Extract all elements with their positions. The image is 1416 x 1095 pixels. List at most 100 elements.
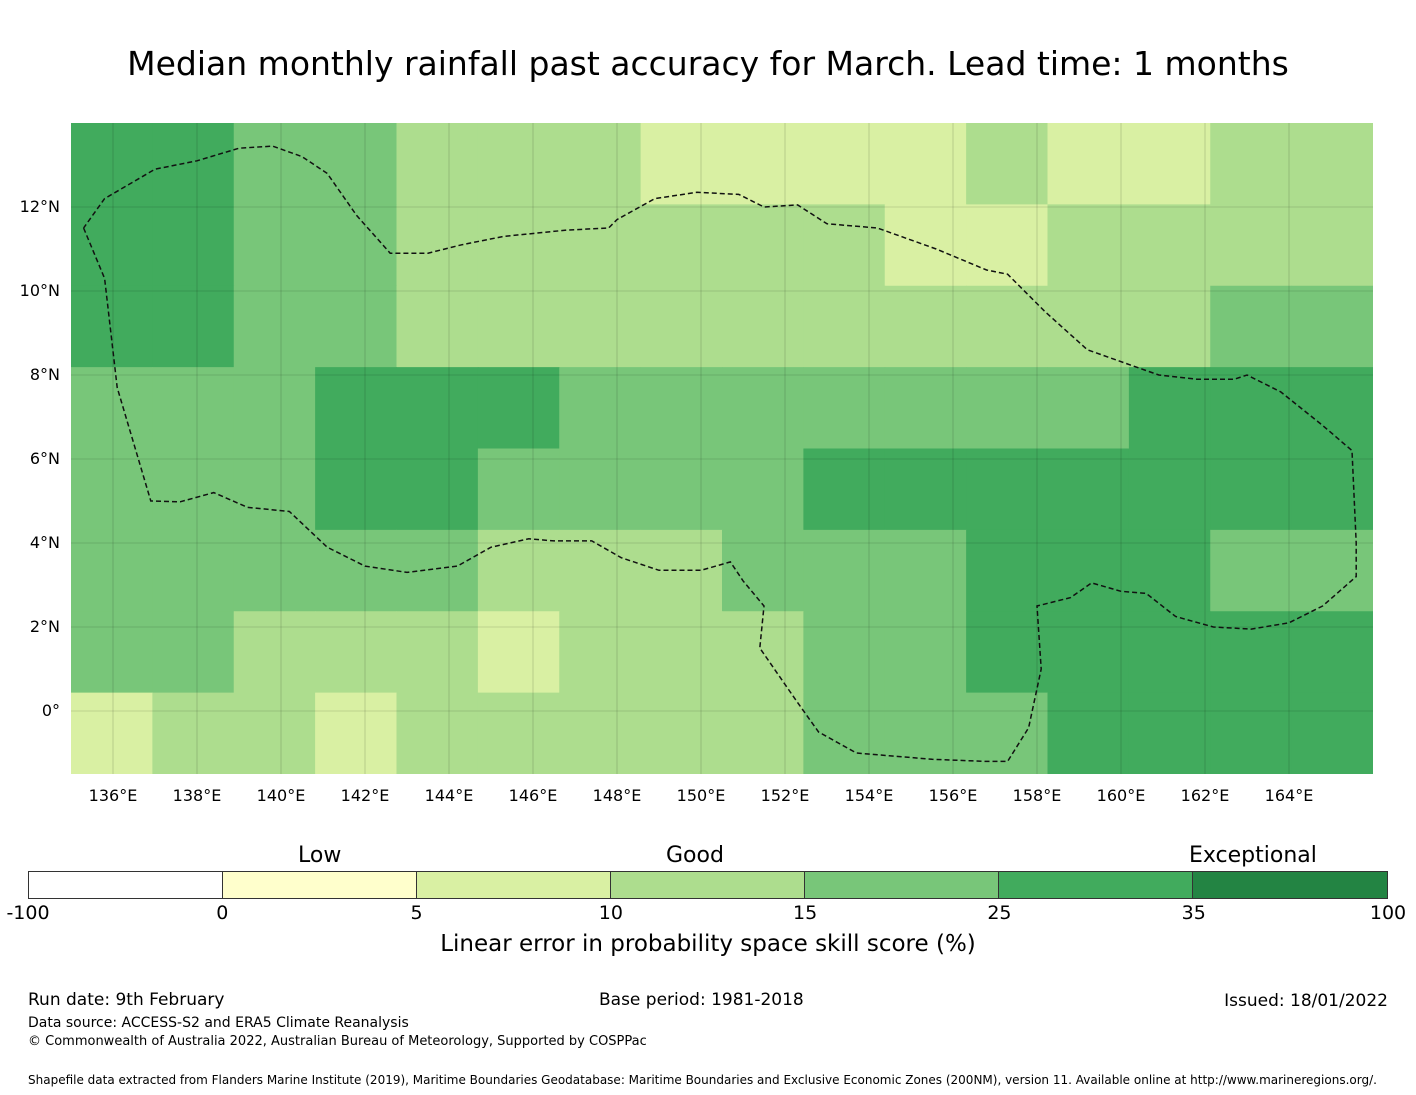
skill-cell — [803, 529, 886, 612]
skill-cell — [559, 285, 642, 368]
skill-cell — [1047, 285, 1130, 368]
skill-cell — [966, 285, 1048, 368]
skill-cell — [396, 611, 479, 694]
skill-cell — [1128, 123, 1211, 205]
lon-tick-label: 156°E — [928, 786, 978, 805]
skill-cell — [477, 285, 560, 368]
skill-cell — [315, 367, 397, 449]
skill-cell — [233, 692, 316, 774]
skill-cell — [966, 448, 1048, 531]
skill-cell — [1291, 692, 1373, 774]
lon-tick-label: 142°E — [340, 786, 390, 805]
run-date: Run date: 9th February — [28, 990, 225, 1010]
colorbar-segment — [999, 872, 1193, 898]
skill-cell — [966, 123, 1048, 205]
skill-cell — [1210, 529, 1293, 612]
skill-cell — [1047, 204, 1130, 287]
skill-cell — [1128, 204, 1211, 287]
skill-cell — [233, 285, 316, 368]
skill-cell — [233, 367, 316, 449]
skill-cell — [640, 204, 723, 287]
lat-tick-label: 0° — [41, 701, 60, 720]
colorbar-tick-label: 15 — [793, 902, 818, 924]
lat-tick-label: 12°N — [19, 197, 60, 216]
skill-cell — [315, 123, 397, 205]
skill-cell — [71, 448, 153, 531]
skill-cell — [396, 692, 479, 774]
skill-cell — [233, 123, 316, 205]
skill-cell — [1128, 367, 1211, 449]
skill-cell — [71, 692, 153, 774]
skill-cell — [1291, 285, 1373, 368]
skill-cell — [559, 692, 642, 774]
skill-cell — [1210, 285, 1293, 368]
data-source: Data source: ACCESS-S2 and ERA5 Climate … — [28, 1015, 409, 1031]
category-good: Good — [666, 843, 724, 868]
lon-tick-label: 144°E — [424, 786, 474, 805]
skill-cell — [559, 611, 642, 694]
lon-tick-label: 162°E — [1180, 786, 1230, 805]
shapefile-credit: Shapefile data extracted from Flanders M… — [28, 1073, 1377, 1087]
skill-cell — [71, 529, 153, 612]
map-canvas — [71, 123, 1373, 774]
skill-cell — [1047, 692, 1130, 774]
issued-date: Issued: 18/01/2022 — [1224, 991, 1388, 1011]
skill-cell — [315, 611, 397, 694]
colorbar-tick-label: 25 — [987, 902, 1012, 924]
skill-cell — [1047, 367, 1130, 449]
skill-cell — [803, 611, 886, 694]
colorbar-tick-label: 100 — [1369, 902, 1407, 924]
lon-tick-label: 140°E — [256, 786, 306, 805]
skill-cell — [1047, 448, 1130, 531]
skill-cell — [559, 448, 642, 531]
skill-cell — [396, 367, 479, 449]
lon-tick-label: 158°E — [1012, 786, 1062, 805]
colorbar — [28, 871, 1388, 899]
skill-cell — [152, 285, 235, 368]
skill-cell — [233, 529, 316, 612]
skill-cell — [1128, 692, 1211, 774]
skill-cell — [477, 204, 560, 287]
lon-tick-label: 164°E — [1264, 786, 1314, 805]
skill-cell — [722, 123, 804, 205]
skill-cell — [233, 204, 316, 287]
colorbar-segment — [805, 872, 999, 898]
skill-cell — [315, 448, 397, 531]
lon-tick-label: 154°E — [844, 786, 894, 805]
skill-cell — [315, 529, 397, 612]
lat-tick-label: 4°N — [29, 533, 60, 552]
skill-cell — [477, 448, 560, 531]
skill-cell — [1128, 448, 1211, 531]
skill-cell — [884, 123, 967, 205]
skill-cell — [1047, 611, 1130, 694]
lon-tick-label: 146°E — [508, 786, 558, 805]
skill-cell — [722, 692, 804, 774]
skill-cell — [1128, 285, 1211, 368]
skill-cell — [559, 367, 642, 449]
skill-cell — [1291, 204, 1373, 287]
eez-boundary — [82, 145, 1357, 763]
skill-cell — [722, 529, 804, 612]
skill-cell — [152, 123, 235, 205]
skill-cell — [1210, 448, 1293, 531]
skill-cell — [884, 611, 967, 694]
skill-cell — [1210, 367, 1293, 449]
skill-cell — [884, 448, 967, 531]
skill-cell — [803, 448, 886, 531]
skill-cell — [396, 204, 479, 287]
skill-cell — [71, 123, 153, 205]
base-period: Base period: 1981-2018 — [599, 990, 804, 1010]
skill-cell — [71, 285, 153, 368]
skill-cell — [477, 611, 560, 694]
skill-cell — [396, 448, 479, 531]
skill-cell — [722, 367, 804, 449]
skill-cell — [803, 367, 886, 449]
skill-cell — [1291, 448, 1373, 531]
skill-cell — [640, 692, 723, 774]
lon-tick-label: 136°E — [88, 786, 138, 805]
chart-title: Median monthly rainfall past accuracy fo… — [127, 44, 1289, 83]
lon-tick-label: 160°E — [1096, 786, 1146, 805]
skill-cell — [71, 367, 153, 449]
skill-cell — [722, 448, 804, 531]
skill-cell — [315, 285, 397, 368]
